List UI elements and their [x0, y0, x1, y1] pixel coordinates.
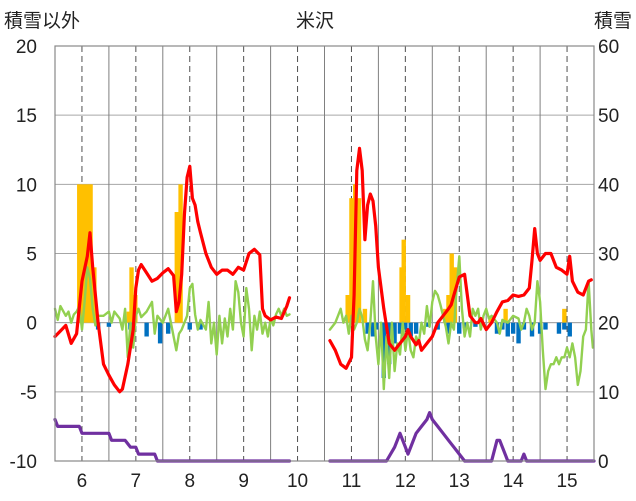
precipitation-bar	[365, 322, 370, 334]
precipitation-bar	[521, 322, 527, 330]
precipitation-bar	[403, 322, 408, 330]
precipitation-bar	[543, 322, 548, 330]
right-axis-tick-label: 40	[598, 175, 619, 196]
wind-line	[53, 255, 595, 391]
left-axis-tick-label: -5	[20, 383, 37, 404]
precipitation-bar	[198, 322, 203, 330]
precipitation-bar	[446, 322, 451, 334]
chart-title: 米沢	[296, 10, 335, 32]
plot-frame	[54, 45, 595, 462]
precipitation-bar	[516, 322, 521, 344]
x-axis-tick-label: 14	[503, 471, 525, 492]
snowfall-bar	[488, 315, 493, 323]
precipitation-bar	[473, 322, 478, 327]
left-axis-tick-label: 10	[16, 175, 37, 196]
precipitation-bar	[381, 322, 386, 378]
right-axis-tick-label: 0	[598, 452, 609, 473]
snowfall-bar	[449, 253, 454, 323]
right-axis-tick-label: 30	[598, 245, 619, 266]
snowfall-bar	[126, 311, 132, 323]
left-axis-tick-label: 0	[26, 314, 37, 335]
x-axis-tick-label: 6	[77, 471, 88, 492]
gridlines	[54, 45, 595, 462]
precipitation-bar	[556, 322, 562, 334]
left-axis-tick-label: -10	[10, 452, 37, 473]
precipitation-bar	[187, 322, 192, 330]
x-axis-tick-label: 15	[556, 471, 577, 492]
snowfall-bar	[362, 308, 368, 323]
snowfall-bar	[80, 184, 86, 323]
precipitation-bar	[567, 322, 572, 337]
x-axis-tick-label: 11	[342, 471, 362, 492]
precipitation-bar	[424, 322, 430, 327]
snow_depth-line	[53, 411, 596, 463]
precipitation-bar	[510, 322, 516, 334]
precipitation-bar	[562, 322, 567, 330]
snowfall-bar	[562, 308, 567, 323]
precipitation-bar	[144, 322, 149, 337]
line-series	[53, 146, 596, 463]
left-axis-tick-label: 5	[26, 245, 37, 266]
x-axis-tick-label: 7	[131, 471, 142, 492]
left-axis-title: 積雪以外	[4, 10, 81, 32]
snowfall-bar	[77, 184, 82, 323]
right-axis-tick-label: 20	[598, 314, 619, 335]
precipitation-bar	[537, 322, 543, 334]
precipitation-bar	[408, 322, 413, 337]
snowfall-bar	[174, 212, 180, 323]
snowfall-bar	[345, 295, 350, 323]
right-axis-title: 積雪	[593, 10, 632, 32]
x-axis-tick-label: 10	[287, 471, 308, 492]
snowfall-bar	[356, 198, 362, 323]
snowfall-bar	[405, 295, 411, 323]
x-axis-tick-label: 12	[395, 471, 416, 492]
precipitation-bar	[457, 322, 462, 334]
precipitation-bar	[397, 322, 403, 334]
precipitation-bar	[494, 322, 500, 334]
right-axis-tick-label: 10	[598, 383, 619, 404]
snowfall-bar	[129, 267, 134, 323]
precipitation-bar	[165, 322, 171, 334]
precipitation-bar	[370, 322, 376, 337]
right-axis-tick-label: 50	[598, 106, 619, 127]
snowfall-bar	[349, 198, 354, 323]
precipitation-bar	[413, 322, 419, 334]
snowfall-bar	[443, 308, 448, 323]
right-axis-tick-label: 60	[598, 37, 619, 58]
precipitation-bar	[505, 322, 510, 337]
left-axis-tick-label: 15	[16, 106, 37, 127]
precipitation-bar	[106, 322, 112, 327]
precipitation-bar	[392, 322, 397, 344]
snowfall-bar	[178, 184, 183, 323]
snowfall-bar	[503, 308, 508, 323]
x-axis-tick-label: 13	[449, 471, 470, 492]
temperature-line	[53, 146, 593, 394]
x-axis-tick-label: 9	[238, 471, 249, 492]
left-axis-tick-label: 20	[16, 37, 37, 58]
tick-labels: -10 -5 0 5 10 15 20 0 10 20 30 40 50 60 6 7 8 9 10 11 12 13 14…	[10, 37, 620, 492]
precipitation-bar	[157, 322, 163, 344]
x-axis-tick-label: 8	[184, 471, 195, 492]
snowfall-bar	[401, 239, 406, 323]
